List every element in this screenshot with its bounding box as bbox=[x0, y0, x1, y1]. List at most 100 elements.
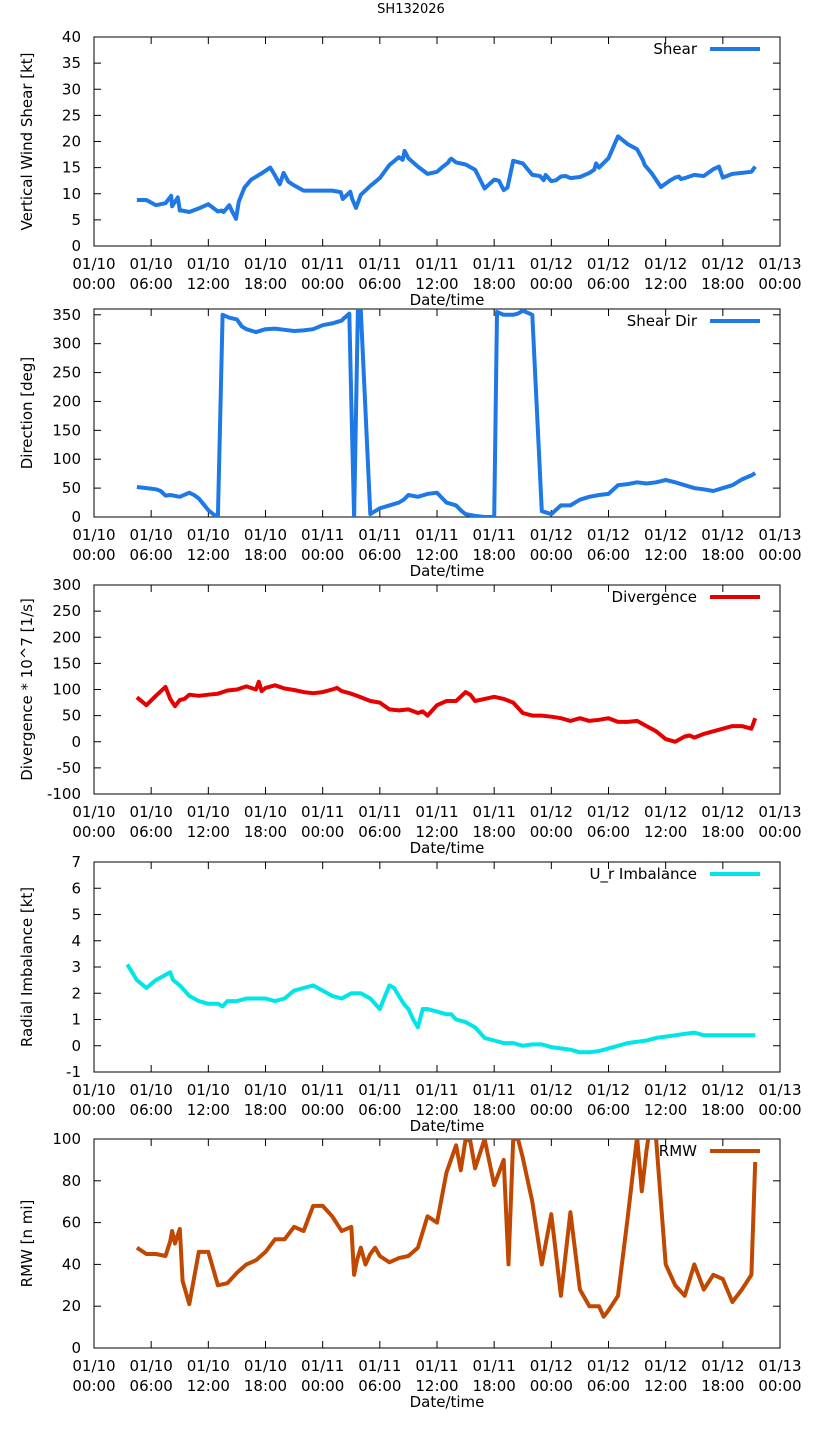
plot-frame bbox=[93, 584, 781, 795]
x-tick-label: 01/10 06:00 bbox=[130, 526, 173, 564]
x-tick-label: 01/12 18:00 bbox=[701, 803, 744, 841]
legend-label: RMW bbox=[659, 1142, 697, 1160]
page-title: SH132026 bbox=[377, 2, 445, 17]
y-tick-label: 0 bbox=[71, 508, 81, 526]
y-tick-label: 7 bbox=[71, 853, 81, 871]
x-tick-label: 01/11 00:00 bbox=[301, 526, 344, 564]
x-tick-label: 01/11 12:00 bbox=[415, 1357, 458, 1395]
x-axis-label: Date/time bbox=[410, 1117, 485, 1135]
x-tick-label: 01/12 06:00 bbox=[587, 803, 630, 841]
y-tick-label: 0 bbox=[71, 1037, 81, 1055]
x-axis-label: Date/time bbox=[410, 562, 485, 580]
y-tick-label: 2 bbox=[71, 984, 81, 1002]
legend-label: U_r Imbalance bbox=[589, 865, 697, 884]
y-tick-label: 250 bbox=[52, 602, 81, 620]
y-tick-label: 50 bbox=[62, 479, 81, 497]
x-tick-label: 01/11 12:00 bbox=[415, 1081, 458, 1119]
y-tick-label: 40 bbox=[62, 28, 81, 46]
x-tick-label: 01/10 18:00 bbox=[244, 255, 287, 293]
x-tick-label: 01/10 12:00 bbox=[187, 1357, 230, 1395]
x-tick-label: 01/13 00:00 bbox=[758, 1081, 801, 1119]
chart-panel-5: 0 20 40 60 80 100 01/10 00:00 01/10 06:00 01/10 12:… bbox=[18, 1130, 802, 1411]
chart-panel-4: -1 0 1 2 3 4 5 6 7 01/10 00:00 01/10 06:00 01/10 12:00… bbox=[18, 853, 802, 1135]
x-tick-label: 01/10 18:00 bbox=[244, 1357, 287, 1395]
legend-label: Shear Dir bbox=[627, 312, 698, 330]
y-tick-label: 100 bbox=[52, 450, 81, 468]
y-tick-label: 300 bbox=[52, 576, 81, 594]
series-line-shear-dir bbox=[136, 309, 757, 517]
x-axis-label: Date/time bbox=[410, 1393, 485, 1411]
y-tick-label: 0 bbox=[71, 733, 81, 751]
y-tick-label: 200 bbox=[52, 392, 81, 410]
x-tick-label: 01/11 18:00 bbox=[473, 1081, 516, 1119]
plot-frame bbox=[93, 36, 781, 247]
x-tick-label: 01/11 00:00 bbox=[301, 1081, 344, 1119]
y-tick-label: 250 bbox=[52, 364, 81, 382]
y-tick-label: 15 bbox=[62, 159, 81, 177]
x-tick-label: 01/12 12:00 bbox=[644, 1357, 687, 1395]
chart-panel-3: -100 -50 0 50 100 150 200 250 300 01/10 00:00 01/10… bbox=[18, 576, 802, 857]
x-tick-label: 01/10 12:00 bbox=[187, 255, 230, 293]
y-axis-label: Divergence * 10^7 [1/s] bbox=[18, 598, 36, 781]
x-tick-label: 01/12 00:00 bbox=[530, 255, 573, 293]
chart-panel-2: 0 50 100 150 200 250 300 350 01/10 00:00 01/10 06:0… bbox=[18, 306, 802, 580]
x-tick-label: 01/11 18:00 bbox=[473, 255, 516, 293]
y-tick-label: 30 bbox=[62, 80, 81, 98]
x-tick-label: 01/12 12:00 bbox=[644, 1081, 687, 1119]
x-tick-label: 01/11 12:00 bbox=[415, 526, 458, 564]
plot-frame bbox=[93, 1138, 781, 1349]
y-tick-label: 350 bbox=[52, 306, 81, 324]
x-tick-label: 01/10 00:00 bbox=[72, 803, 115, 841]
x-tick-label: 01/11 18:00 bbox=[473, 1357, 516, 1395]
x-tick-label: 01/10 12:00 bbox=[187, 526, 230, 564]
x-tick-label: 01/10 18:00 bbox=[244, 1081, 287, 1119]
x-tick-label: 01/12 12:00 bbox=[644, 255, 687, 293]
y-tick-label: 150 bbox=[52, 421, 81, 439]
y-axis-label: Vertical Wind Shear [kt] bbox=[18, 52, 36, 230]
x-tick-label: 01/11 18:00 bbox=[473, 803, 516, 841]
x-tick-label: 01/10 06:00 bbox=[130, 1357, 173, 1395]
y-tick-label: 80 bbox=[62, 1172, 81, 1190]
x-tick-label: 01/10 00:00 bbox=[72, 1357, 115, 1395]
series-line-divergence bbox=[135, 679, 758, 744]
x-tick-label: 01/13 00:00 bbox=[758, 1357, 801, 1395]
y-tick-label: 100 bbox=[52, 1130, 81, 1148]
y-tick-label: 20 bbox=[62, 133, 81, 151]
y-tick-label: 100 bbox=[52, 681, 81, 699]
x-tick-label: 01/12 06:00 bbox=[587, 255, 630, 293]
y-tick-label: 35 bbox=[62, 54, 81, 72]
y-tick-label: 20 bbox=[62, 1297, 81, 1315]
y-tick-label: 25 bbox=[62, 106, 81, 124]
y-tick-label: 0 bbox=[71, 237, 81, 255]
x-tick-label: 01/12 06:00 bbox=[587, 1357, 630, 1395]
x-tick-label: 01/10 00:00 bbox=[72, 1081, 115, 1119]
y-tick-label: -1 bbox=[66, 1063, 81, 1081]
x-tick-label: 01/10 06:00 bbox=[130, 803, 173, 841]
legend-label: Shear bbox=[653, 40, 697, 58]
y-tick-label: 60 bbox=[62, 1214, 81, 1232]
x-tick-label: 01/12 00:00 bbox=[530, 526, 573, 564]
series-line-u-r-imbalance bbox=[125, 963, 756, 1055]
y-axis-label: Radial Imbalance [kt] bbox=[18, 887, 36, 1047]
x-tick-label: 01/10 12:00 bbox=[187, 803, 230, 841]
x-tick-label: 01/12 18:00 bbox=[701, 1081, 744, 1119]
y-tick-label: 5 bbox=[71, 211, 81, 229]
y-tick-label: 1 bbox=[71, 1011, 81, 1029]
y-tick-label: -100 bbox=[47, 785, 81, 803]
x-tick-label: 01/12 18:00 bbox=[701, 1357, 744, 1395]
x-tick-label: 01/12 12:00 bbox=[644, 526, 687, 564]
x-tick-label: 01/10 06:00 bbox=[130, 255, 173, 293]
y-tick-label: 4 bbox=[71, 932, 81, 950]
x-tick-label: 01/12 12:00 bbox=[644, 803, 687, 841]
x-tick-label: 01/13 00:00 bbox=[758, 803, 801, 841]
x-tick-label: 01/11 12:00 bbox=[415, 803, 458, 841]
x-tick-label: 01/12 06:00 bbox=[587, 1081, 630, 1119]
x-tick-label: 01/12 00:00 bbox=[530, 1081, 573, 1119]
y-tick-label: 6 bbox=[71, 879, 81, 897]
x-tick-label: 01/11 06:00 bbox=[358, 526, 401, 564]
x-tick-label: 01/10 00:00 bbox=[72, 255, 115, 293]
x-axis-label: Date/time bbox=[410, 839, 485, 857]
y-tick-label: 300 bbox=[52, 335, 81, 353]
series-line-shear bbox=[136, 134, 757, 221]
